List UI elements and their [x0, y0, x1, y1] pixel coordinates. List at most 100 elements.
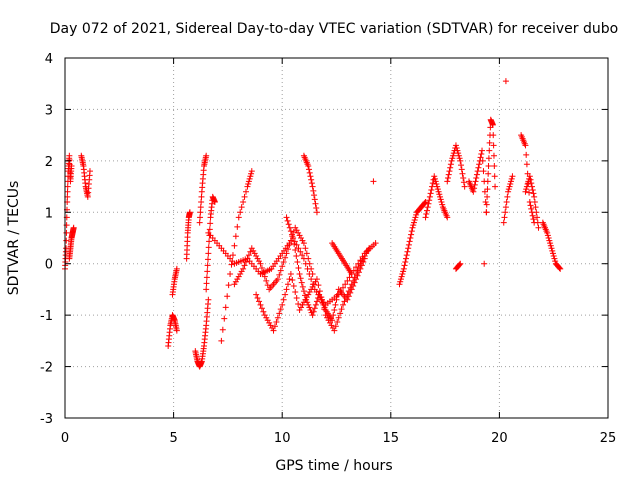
data-point [274, 276, 281, 283]
data-point [241, 262, 248, 269]
data-point [309, 271, 316, 277]
data-point [361, 255, 368, 262]
data-point [245, 181, 252, 187]
data-point [197, 214, 204, 221]
data-point [471, 181, 478, 188]
data-point [285, 221, 292, 228]
data-point [470, 188, 477, 195]
data-point [492, 183, 499, 190]
data-point [308, 276, 315, 283]
data-point [308, 180, 315, 187]
data-point [428, 187, 435, 193]
data-point [556, 265, 563, 271]
data-point [277, 306, 284, 313]
data-point [311, 196, 318, 203]
data-point [321, 304, 328, 311]
data-point [403, 252, 410, 259]
data-point [64, 183, 71, 190]
data-point [446, 168, 453, 175]
data-point [286, 224, 293, 231]
data-point [310, 308, 317, 315]
data-point [501, 214, 508, 221]
data-point [410, 222, 417, 229]
data-point [311, 192, 318, 199]
data-point [299, 301, 306, 308]
data-point [444, 214, 451, 221]
data-point [311, 281, 318, 288]
data-point [471, 185, 478, 192]
data-point [444, 175, 451, 181]
data-point [186, 209, 193, 216]
data-point [291, 241, 298, 247]
data-point [485, 170, 492, 177]
data-point [300, 288, 307, 295]
data-point [206, 238, 213, 245]
data-point [299, 252, 306, 259]
data-point [507, 181, 514, 187]
y-tick-label: -1 [40, 309, 53, 324]
data-point [257, 260, 264, 267]
data-point [284, 217, 291, 224]
data-point [286, 241, 293, 248]
data-point [486, 139, 493, 146]
data-point [261, 312, 268, 319]
data-point [490, 132, 497, 139]
data-point [479, 147, 486, 154]
data-point [424, 207, 430, 214]
data-point [530, 190, 537, 197]
data-point [426, 197, 433, 204]
data-point [319, 299, 326, 306]
data-point [502, 209, 509, 216]
data-point [478, 151, 485, 157]
data-point [491, 173, 498, 180]
data-point [504, 193, 511, 200]
data-point [256, 298, 263, 305]
data-point [237, 271, 244, 277]
data-point [292, 247, 299, 253]
y-tick-label: 1 [45, 206, 53, 221]
data-point [481, 260, 488, 267]
data-point [316, 291, 323, 298]
data-point [253, 253, 260, 259]
data-point [534, 219, 541, 226]
data-point [338, 306, 345, 313]
data-point [530, 216, 537, 223]
data-point [283, 250, 290, 257]
data-point [505, 188, 512, 195]
data-point [340, 301, 347, 308]
data-point [535, 224, 542, 231]
data-point [231, 242, 238, 249]
data-point [431, 175, 438, 182]
data-point [550, 253, 557, 259]
data-point [308, 286, 315, 293]
data-point [487, 124, 494, 131]
data-point [294, 259, 301, 265]
data-point [282, 291, 289, 298]
data-point [437, 193, 444, 200]
data-point [351, 279, 358, 286]
data-point [205, 250, 212, 257]
data-point [454, 147, 461, 154]
data-point [295, 245, 302, 252]
data-point [279, 263, 286, 270]
data-point [309, 183, 316, 190]
data-point [434, 183, 441, 190]
data-point [366, 245, 373, 252]
data-point [70, 224, 77, 231]
data-point [548, 245, 555, 252]
data-point [358, 262, 365, 269]
data-point [545, 235, 552, 241]
data-point [472, 178, 479, 185]
y-tick-label: -3 [40, 412, 53, 427]
data-points [62, 78, 564, 370]
data-point [557, 265, 564, 272]
data-point [508, 175, 515, 182]
data-point [409, 224, 416, 231]
data-point [406, 238, 413, 245]
data-point [260, 308, 267, 315]
data-point [528, 183, 535, 190]
data-point [224, 293, 231, 300]
data-point [299, 283, 306, 290]
data-point [302, 245, 309, 252]
data-point [296, 307, 303, 313]
